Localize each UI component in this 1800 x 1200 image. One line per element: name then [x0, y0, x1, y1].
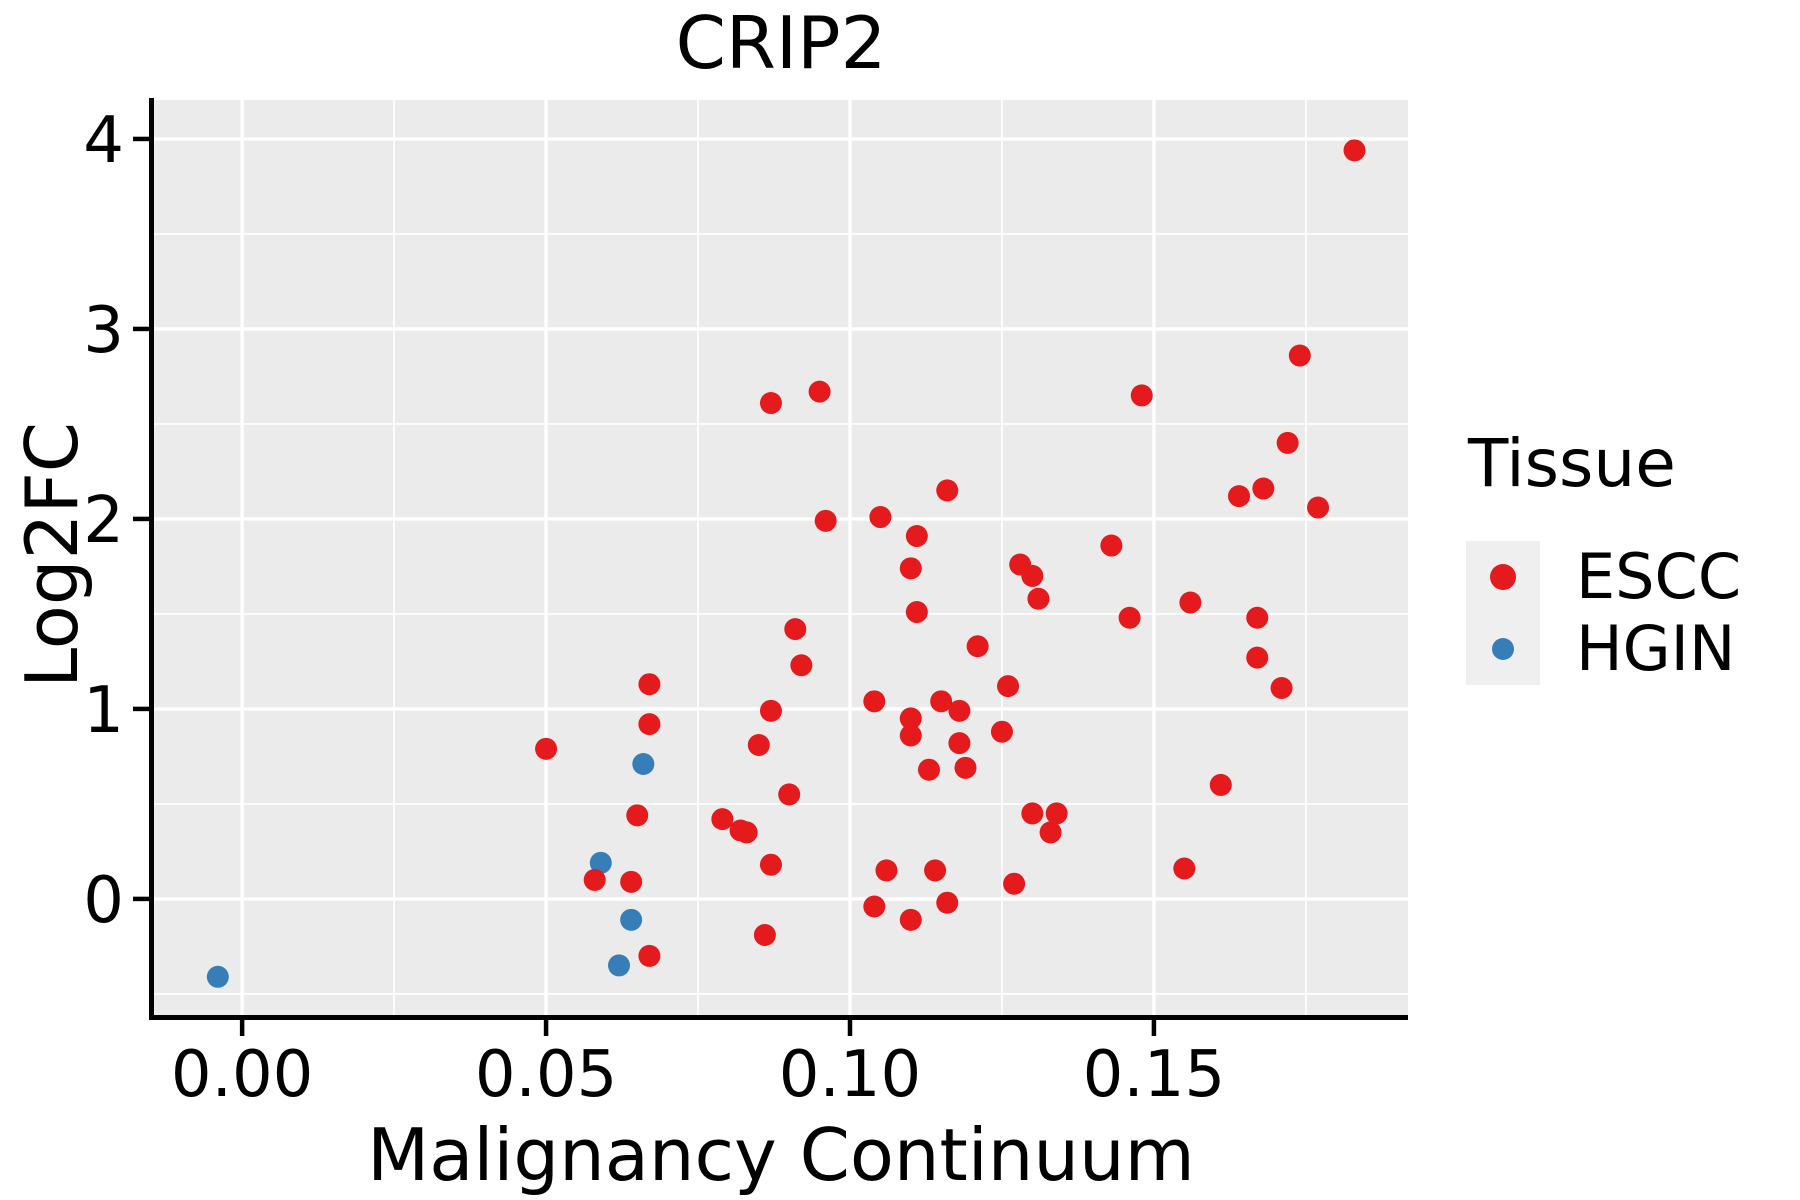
y-tick-label: 1: [83, 674, 124, 748]
data-point-escc: [905, 525, 928, 548]
data-point-escc: [1209, 773, 1232, 796]
data-point-escc: [1130, 384, 1153, 407]
y-tick-label: 2: [83, 484, 124, 558]
data-point-escc: [1021, 802, 1044, 825]
data-point-escc: [863, 690, 886, 713]
data-point-escc: [808, 380, 831, 403]
x-tick-label: 0.00: [171, 1038, 314, 1112]
legend: Tissue ESCC HGIN: [1466, 425, 1796, 686]
plot-title: CRIP2: [675, 1, 887, 85]
data-point-escc: [1100, 534, 1123, 557]
data-point-escc: [954, 756, 977, 779]
data-point-escc: [753, 924, 776, 947]
data-point-escc: [1246, 606, 1269, 629]
data-point-escc: [759, 853, 782, 876]
data-point-escc: [620, 870, 643, 893]
data-point-escc: [1228, 485, 1251, 508]
data-point-escc: [899, 724, 922, 747]
data-point-escc: [1288, 344, 1311, 367]
data-point-escc: [1179, 591, 1202, 614]
data-point-escc: [930, 690, 953, 713]
data-point-escc: [948, 732, 971, 755]
data-point-escc: [997, 675, 1020, 698]
data-point-escc: [638, 673, 661, 696]
data-point-escc: [899, 707, 922, 730]
legend-title: Tissue: [1468, 425, 1676, 502]
data-point-escc: [790, 654, 813, 677]
data-point-escc: [814, 509, 837, 532]
data-point-escc: [626, 804, 649, 827]
x-tick-label: 0.15: [1083, 1038, 1226, 1112]
legend-entry-hgin: HGIN: [1466, 612, 1796, 686]
legend-keys: ESCC HGIN: [1466, 540, 1796, 686]
legend-entry-escc: ESCC: [1466, 540, 1796, 614]
data-point-escc: [638, 713, 661, 736]
escc-point-icon: [1490, 563, 1516, 590]
data-point-escc: [863, 895, 886, 918]
legend-key-hgin: [1466, 612, 1540, 685]
x-tick-label: 0.10: [779, 1038, 922, 1112]
data-point-escc: [869, 506, 892, 529]
y-axis-title: Log2FC: [10, 421, 94, 689]
data-point-escc: [1045, 802, 1068, 825]
data-point-hgin: [589, 851, 612, 874]
data-point-escc: [784, 618, 807, 641]
data-point-escc: [778, 783, 801, 806]
y-tick-label: 0: [83, 864, 124, 938]
y-tick-label: 3: [83, 294, 124, 368]
data-point-escc: [875, 859, 898, 882]
y-tick-label: 4: [83, 104, 124, 178]
data-point-escc: [759, 392, 782, 415]
data-point-escc: [1039, 821, 1062, 844]
data-point-escc: [711, 808, 734, 831]
x-tick-label: 0.05: [475, 1038, 618, 1112]
data-point-hgin: [632, 753, 655, 776]
data-point-escc: [1173, 857, 1196, 880]
data-point-escc: [936, 891, 959, 914]
hgin-point-icon: [1492, 637, 1514, 660]
data-point-escc: [1118, 606, 1141, 629]
data-point-escc: [924, 859, 947, 882]
data-point-escc: [990, 720, 1013, 743]
data-point-escc: [735, 821, 758, 844]
data-point-escc: [1252, 477, 1275, 500]
data-point-escc: [1343, 139, 1366, 162]
data-point-escc: [1003, 872, 1026, 895]
data-point-escc: [1027, 587, 1050, 610]
data-point-escc: [747, 734, 770, 757]
data-point-escc: [638, 944, 661, 967]
data-point-hgin: [608, 954, 631, 977]
data-point-escc: [936, 479, 959, 502]
data-point-escc: [1276, 431, 1299, 454]
data-point-escc: [948, 699, 971, 722]
legend-label-hgin: HGIN: [1576, 612, 1736, 686]
data-point-escc: [905, 601, 928, 624]
data-point-escc: [899, 557, 922, 580]
data-point-escc: [918, 758, 941, 781]
data-point-escc: [966, 635, 989, 658]
data-point-hgin: [620, 908, 643, 931]
legend-key-escc: [1466, 540, 1540, 613]
data-point-escc: [899, 908, 922, 931]
data-point-escc: [583, 868, 606, 891]
plot-panel-background: [154, 100, 1408, 1015]
data-point-escc: [759, 699, 782, 722]
data-point-escc: [535, 737, 558, 760]
data-point-escc: [1270, 677, 1293, 700]
x-axis-title: Malignancy Continuum: [367, 1113, 1195, 1197]
legend-label-escc: ESCC: [1576, 540, 1742, 614]
data-point-escc: [1021, 564, 1044, 587]
data-point-escc: [1307, 496, 1330, 519]
data-point-escc: [1246, 646, 1269, 669]
data-point-hgin: [206, 965, 229, 988]
